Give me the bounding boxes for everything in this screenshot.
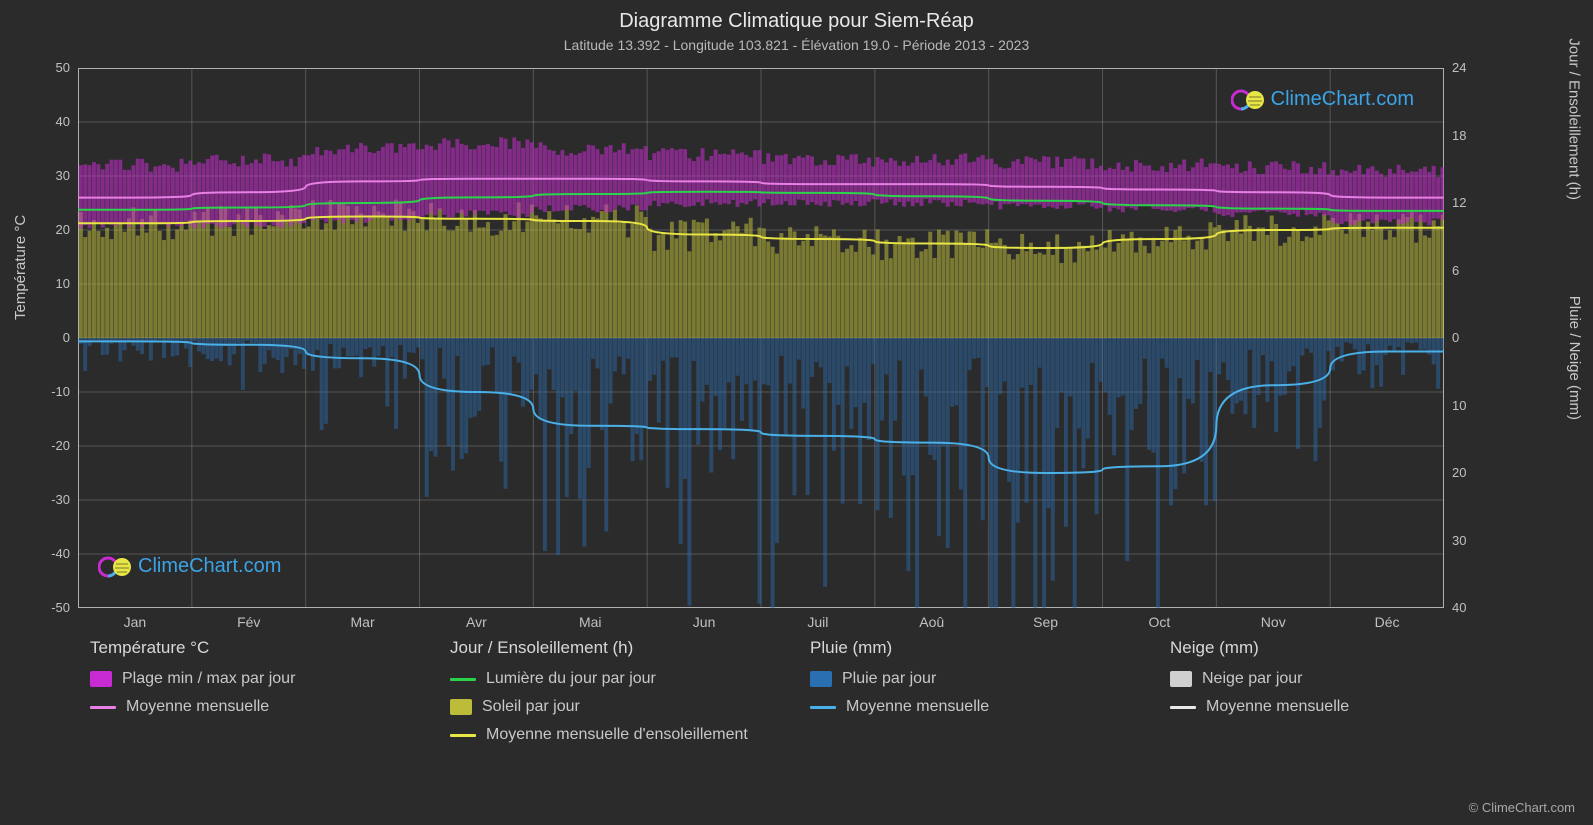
month-tick: Mar [351,614,375,630]
legend-column: Pluie (mm) Pluie par jour Moyenne mensuell… [810,638,1150,754]
legend-swatch [90,671,112,687]
axis-label-left: Température °C [12,215,29,320]
month-tick: Jan [124,614,147,630]
brand-text: ClimeChart.com [138,555,281,578]
legend-line-swatch [450,678,476,681]
chart-title: Diagramme Climatique pour Siem-Réap [0,0,1593,33]
y-right-tick: 6 [1452,264,1459,277]
legend-column: Jour / Ensoleillement (h) Lumière du jour… [450,638,790,754]
legend-item: Moyenne mensuelle [810,698,1150,716]
y-left-tick: 30 [30,169,70,182]
month-tick: Nov [1261,614,1286,630]
legend-swatch [1170,671,1192,687]
copyright-text: © ClimeChart.com [1469,800,1575,815]
legend-line-swatch [810,706,836,709]
legend-swatch [810,671,832,687]
climate-chart-svg [78,68,1444,608]
month-tick: Oct [1149,614,1171,630]
legend-item-label: Moyenne mensuelle [126,698,269,716]
legend-item: Neige par jour [1170,670,1510,688]
y-left-tick: -20 [30,439,70,452]
y-left-tick: 10 [30,277,70,290]
month-tick: Aoû [919,614,944,630]
brand-logo-icon [98,556,132,578]
y-right-tick: 40 [1452,601,1466,614]
legend-item-label: Neige par jour [1202,670,1303,688]
month-tick: Avr [466,614,487,630]
legend-item: Lumière du jour par jour [450,670,790,688]
legend-line-swatch [450,734,476,737]
legend-item-label: Plage min / max par jour [122,670,295,688]
y-left-tick: -50 [30,601,70,614]
y-left-tick: 40 [30,115,70,128]
legend-item-label: Lumière du jour par jour [486,670,656,688]
legend-column: Neige (mm) Neige par jour Moyenne mensuell… [1170,638,1510,754]
y-right-tick: 20 [1452,466,1466,479]
legend-column: Température °C Plage min / max par jour Mo… [90,638,430,754]
legend-swatch [450,699,472,715]
brand-watermark-top: ClimeChart.com [1231,88,1414,111]
legend-item: Moyenne mensuelle [1170,698,1510,716]
legend-item: Plage min / max par jour [90,670,430,688]
legend-item: Soleil par jour [450,698,790,716]
y-right-tick: 12 [1452,196,1466,209]
y-right-tick: 0 [1452,331,1459,344]
legend-item-label: Moyenne mensuelle [1206,698,1349,716]
legend-heading: Neige (mm) [1170,638,1510,658]
month-tick: Déc [1375,614,1400,630]
y-left-tick: 0 [30,331,70,344]
legend-line-swatch [1170,706,1196,709]
legend-heading: Pluie (mm) [810,638,1150,658]
legend: Température °C Plage min / max par jour Mo… [90,638,1510,754]
legend-item: Pluie par jour [810,670,1150,688]
legend-item: Moyenne mensuelle [90,698,430,716]
legend-item-label: Moyenne mensuelle [846,698,989,716]
brand-text: ClimeChart.com [1271,88,1414,111]
legend-item: Moyenne mensuelle d'ensoleillement [450,726,790,744]
month-tick: Jun [693,614,716,630]
y-left-tick: -30 [30,493,70,506]
brand-watermark-bottom: ClimeChart.com [98,555,281,578]
y-left-tick: 20 [30,223,70,236]
axis-label-right-top: Jour / Ensoleillement (h) [1566,38,1583,200]
chart-subtitle: Latitude 13.392 - Longitude 103.821 - Él… [0,33,1593,53]
legend-item-label: Pluie par jour [842,670,936,688]
brand-logo-icon [1231,89,1265,111]
y-right-tick: 18 [1452,129,1466,142]
y-left-tick: 50 [30,61,70,74]
axis-label-right-bottom: Pluie / Neige (mm) [1566,296,1583,420]
y-right-tick: 30 [1452,534,1466,547]
legend-line-swatch [90,706,116,709]
month-tick: Mai [579,614,602,630]
legend-item-label: Moyenne mensuelle d'ensoleillement [486,726,748,744]
month-tick: Fév [237,614,260,630]
legend-heading: Jour / Ensoleillement (h) [450,638,790,658]
month-tick: Juil [807,614,828,630]
y-left-tick: -40 [30,547,70,560]
chart-area: -50-40-30-20-1001020304050 0612182410203… [78,68,1444,608]
y-right-tick: 10 [1452,399,1466,412]
month-tick: Sep [1033,614,1058,630]
legend-heading: Température °C [90,638,430,658]
legend-item-label: Soleil par jour [482,698,580,716]
y-left-tick: -10 [30,385,70,398]
y-right-tick: 24 [1452,61,1466,74]
